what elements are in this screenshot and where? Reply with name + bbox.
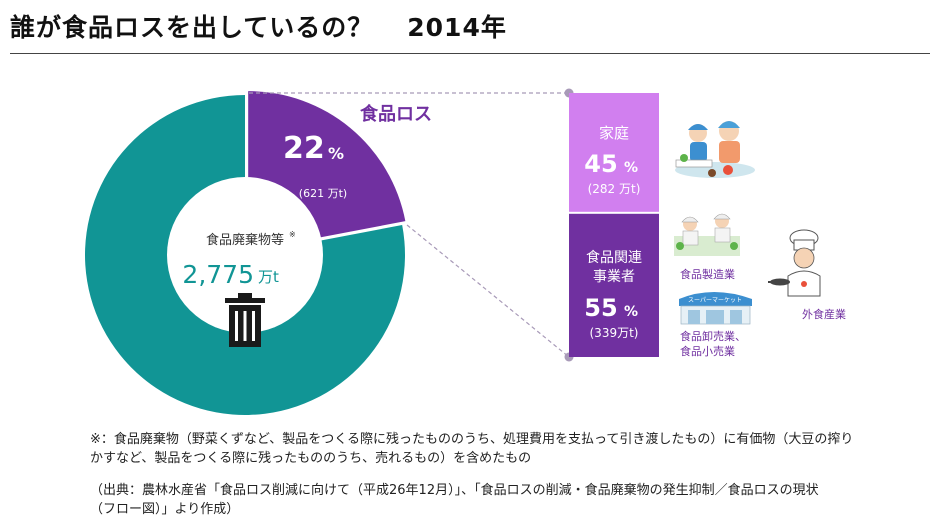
footnote-line-1: ※：食品廃棄物（野菜くずなど、製品をつくる際に残ったもののうち、処理費用を支払っ… bbox=[90, 432, 854, 447]
footnote-line-2: かすなど、製品をつくる際に残ったもののうち、売れるもの）を含めたもの bbox=[90, 451, 532, 466]
title-divider bbox=[10, 53, 930, 54]
food-factory-illustration bbox=[674, 213, 740, 256]
wholesale-retail-label-line2: 食品小売業 bbox=[680, 344, 735, 358]
household-percent: 45 bbox=[584, 150, 617, 178]
business-label-line2: 事業者 bbox=[593, 269, 635, 285]
food-loss-heading: 食品ロス bbox=[359, 103, 432, 125]
household-amount: (282 万t) bbox=[588, 182, 641, 196]
page-title: 誰が食品ロスを出しているの？ 2014年 bbox=[10, 8, 507, 44]
center-total: 2,775 bbox=[182, 260, 254, 289]
business-percent: 55 bbox=[584, 294, 617, 322]
food-loss-amount: (621 万t) bbox=[299, 187, 347, 200]
household-percent-unit: % bbox=[624, 160, 638, 176]
food-loss-percent: 22 bbox=[283, 131, 325, 166]
business-amount: (339万t) bbox=[590, 326, 639, 340]
business-label-line1: 食品関連 bbox=[586, 249, 642, 266]
pie-chart bbox=[84, 91, 406, 416]
trash-can-icon bbox=[225, 293, 265, 347]
restaurant-label: 外食産業 bbox=[802, 307, 846, 321]
manufacturing-label: 食品製造業 bbox=[680, 267, 735, 281]
title-year: 2014年 bbox=[407, 13, 507, 42]
pie-center-hole bbox=[167, 177, 323, 333]
source-line-2: （フロー図）」より作成） bbox=[90, 502, 240, 517]
center-label: 食品廃棄物等 bbox=[206, 232, 284, 248]
bar-segment-household bbox=[569, 93, 659, 212]
title-text: 誰が食品ロスを出しているの？ bbox=[10, 13, 374, 42]
center-total-unit: 万t bbox=[258, 268, 279, 286]
household-label: 家庭 bbox=[599, 124, 629, 142]
bar-segment-business bbox=[569, 213, 659, 357]
food-loss-percent-unit: % bbox=[328, 144, 344, 163]
supermarket-illustration: スーパーマーケット bbox=[679, 292, 752, 325]
business-percent-unit: % bbox=[624, 304, 638, 320]
wholesale-retail-label-line1: 食品卸売業、 bbox=[680, 329, 746, 343]
center-label-mark: ※ bbox=[289, 230, 296, 239]
source-line-1: （出典：農林水産省「食品ロス削減に向けて（平成26年12月）」、「食品ロスの削減… bbox=[90, 483, 819, 498]
family-cooking-illustration bbox=[675, 121, 755, 178]
store-sign-text: スーパーマーケット bbox=[688, 297, 742, 304]
chef-illustration bbox=[768, 229, 821, 297]
stacked-bar bbox=[569, 93, 659, 357]
